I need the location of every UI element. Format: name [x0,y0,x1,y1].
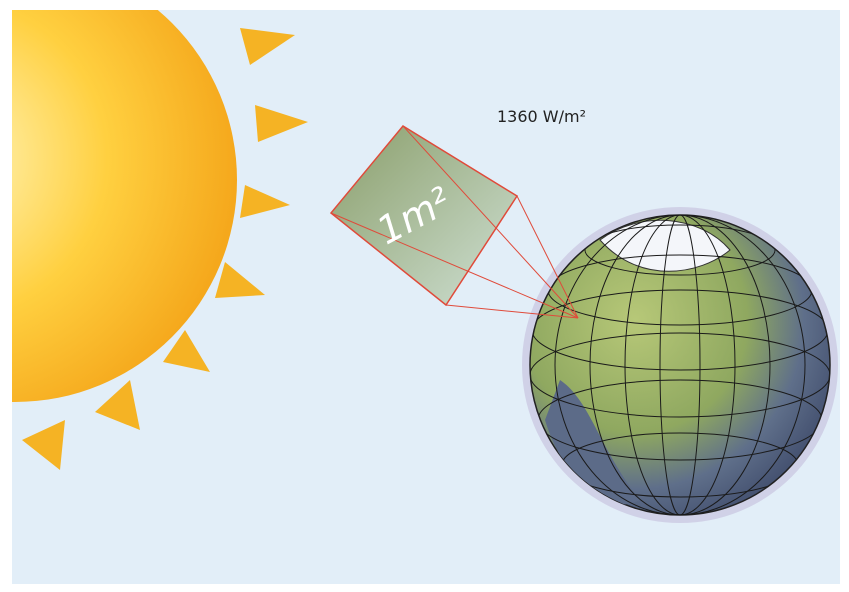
sun-rays [22,28,308,470]
irradiance-label: 1360 W/m² [497,107,586,126]
globe [522,207,838,523]
graticule [530,215,830,515]
sun [12,10,237,402]
projection-lines [330,125,579,319]
area-square: 1m² [329,125,579,319]
sun-group [12,10,308,470]
